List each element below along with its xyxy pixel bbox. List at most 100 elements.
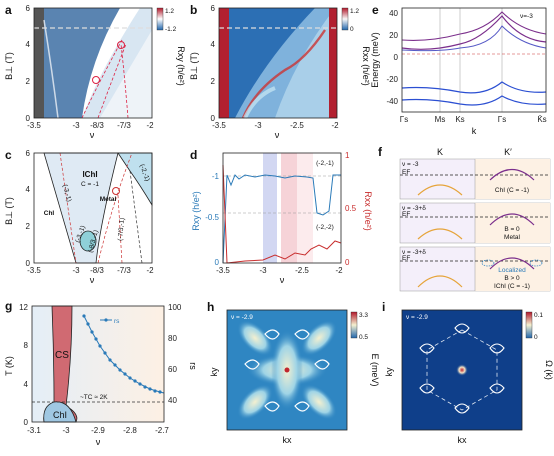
y-axis-label: T (K) [4, 356, 14, 376]
region-chi: ChI [44, 210, 55, 217]
region-ichi: IChI [82, 170, 97, 179]
panel-c-plot: IChI C = -1 ChI Metal (-3,-1) (-2,-1) (-… [4, 149, 154, 285]
colorbar-min: 0.5 [359, 334, 368, 341]
row-1: ν = -3 EF ChI (C = -1) [399, 158, 551, 200]
y-axis-label: ky [384, 367, 394, 377]
region-metal: Metal [100, 196, 117, 203]
panel-d-plot: (-2,-1) (-2,-2) -1 -0.5 0 1 0.5 0 -3.5 -… [191, 151, 373, 285]
x-tick: -2 [146, 121, 154, 130]
x-tick: -2 [335, 266, 343, 275]
colorbar [525, 311, 533, 339]
panel-i: i ν = -2.9 kx ky 0.1 0 Ω (k) [380, 300, 554, 451]
k-tick: K̄s [537, 115, 546, 124]
colorbar-label: Rxx (h/e²) [361, 46, 370, 86]
x-axis-label: ν [90, 130, 95, 140]
x-axis-label: ν [96, 437, 101, 447]
y-tick: 4 [211, 40, 216, 49]
k-tick: Ks [455, 115, 464, 124]
y-axis-label: B⊥ (T) [4, 197, 14, 225]
panel-label: c [5, 148, 12, 162]
x-axis-label: kx [458, 435, 468, 445]
panel-e-plot: ν=-3 40 20 0 -20 -40 Γs Ms Ks Γs K̄s k E… [370, 7, 547, 136]
x-axis-label: k [472, 126, 477, 136]
y-tick: -40 [386, 97, 398, 106]
fan-label: (-7/3,-1) [117, 218, 126, 242]
x-tick: -3.5 [27, 266, 41, 275]
row-2: ν = -3+δ EF B = 0 Metal [399, 202, 551, 244]
x-tick: -7/3 [117, 266, 131, 275]
region-ichi-chern: C = -1 [81, 181, 99, 188]
panel-label: d [190, 148, 198, 162]
y-tick: 40 [389, 9, 398, 18]
panel-d: d (-2,-1) (-2,-2) -1 -0.5 0 1 0.5 0 -3.5… [185, 145, 375, 285]
y-tick: -20 [386, 75, 398, 84]
phase-label: ChI (C = -1) [495, 187, 529, 194]
y-axis-label-left: Rxy (h/e²) [191, 191, 201, 231]
panel-label: e [372, 3, 379, 17]
panel-h-map: ν = -2.9 kx ky 3.3 0.5 E (meV) [209, 309, 380, 445]
x-tick: -2.8 [123, 426, 137, 435]
row-3: ν = -3+δ EF Localized B > 0 IChI (C = -1… [399, 246, 551, 292]
colorbar-min: 0 [350, 26, 354, 33]
panel-label: g [5, 299, 13, 313]
y-tick: 0 [26, 259, 31, 268]
panel-g-plot: rs CS ChI ~TC ≈ 2K 0 4 8 12 40 60 80 100… [4, 303, 198, 447]
y-tick-right: 60 [168, 365, 177, 374]
fan-label: (-3,-1) [61, 184, 72, 203]
y-tick-left: 0 [215, 258, 220, 267]
y-axis-label-right: Rxx (h/e²) [363, 191, 373, 231]
colorbar-min: -1.2 [165, 26, 177, 33]
colorbar-label: Ω (k) [544, 360, 554, 380]
y-tick: 6 [211, 4, 216, 13]
y-axis-label: B⊥ (T) [4, 52, 14, 80]
panel-label: b [190, 3, 198, 17]
y-axis-label: ky [209, 367, 219, 377]
y-tick: 20 [389, 31, 398, 40]
valley-label: K [437, 147, 443, 157]
annotation: (-2,-2) [316, 224, 334, 231]
y-tick: 6 [26, 4, 31, 13]
y-tick: 8 [24, 341, 29, 350]
panel-b-plot: 0 2 4 6 -3.5 -3 -2.5 -2 ν B⊥ (T) 1.2 0 R… [189, 4, 371, 140]
panel-a: a 0 2 4 6 -3.5 -3 -8/3 -7/3 -2 [0, 0, 186, 140]
fermi-label: EF [402, 169, 410, 176]
panel-label: a [5, 3, 12, 17]
phase-label: Metal [504, 234, 520, 241]
filling-label: ν = -2.9 [231, 314, 253, 321]
filling-label: ν = -2.9 [406, 314, 428, 321]
y-tick-right: 100 [168, 303, 182, 312]
panel-e: e ν=-3 40 20 0 -20 -40 Γs Ms Ks Γs K̄s k… [370, 0, 554, 140]
y-tick: 2 [26, 77, 31, 86]
colorbar-max: 1.2 [165, 8, 174, 15]
panel-b: b 0 2 4 6 -3.5 -3 -2.5 -2 ν B⊥ (T) 1.2 0… [185, 0, 371, 140]
panel-i-map: ν = -2.9 kx ky 0.1 0 Ω (k) [384, 309, 554, 445]
panel-a-plot: 0 2 4 6 -3.5 -3 -8/3 -7/3 -2 ν B⊥ (T) 1.… [4, 4, 186, 140]
x-axis-label: ν [275, 130, 280, 140]
y-tick-right: 80 [168, 334, 177, 343]
x-tick: -3.5 [216, 266, 230, 275]
x-tick: -8/3 [90, 121, 104, 130]
colorbar-max: 3.3 [359, 312, 368, 319]
y-tick-right: 0 [345, 258, 350, 267]
panel-g: g rs CS ChI ~TC ≈ 2K 0 4 8 12 40 60 80 1… [0, 296, 200, 451]
panel-label: h [207, 300, 215, 314]
colorbar-label: E (meV) [370, 353, 380, 386]
y-axis-label: B⊥ (T) [189, 52, 199, 80]
x-axis-label: kx [283, 435, 293, 445]
field-label: B > 0 [504, 275, 520, 282]
x-tick: -3 [254, 121, 262, 130]
colorbar [341, 7, 349, 31]
x-axis-label: ν [280, 275, 285, 285]
x-tick: -8/3 [90, 266, 104, 275]
x-tick: -2.9 [91, 426, 105, 435]
y-tick: 12 [19, 303, 28, 312]
colorbar [156, 7, 164, 31]
panel-h: h ν = -2.9 kx [205, 300, 380, 451]
field-label: B = 0 [504, 226, 520, 233]
x-axis-label: ν [90, 275, 95, 285]
x-tick: -3 [72, 121, 80, 130]
y-tick: 0 [394, 53, 399, 62]
x-tick: -2.7 [155, 426, 169, 435]
y-tick: 2 [211, 77, 216, 86]
y-tick-right: 1 [345, 151, 350, 160]
